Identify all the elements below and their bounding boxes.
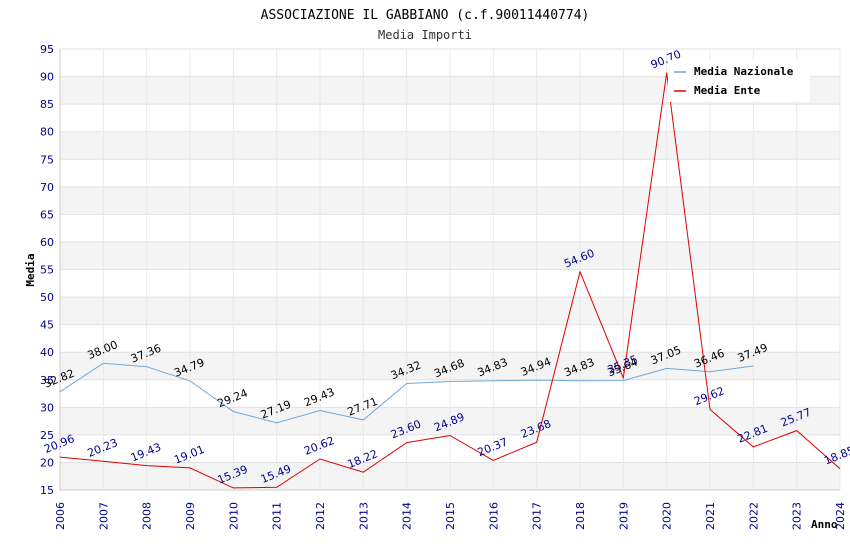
- y-tick-label: 85: [40, 98, 54, 111]
- x-tick-label: 2008: [141, 502, 154, 530]
- legend-label-national: Media Nazionale: [694, 65, 794, 78]
- x-tick-label: 2006: [54, 502, 67, 530]
- y-tick-label: 15: [40, 484, 54, 497]
- y-tick-label: 35: [40, 374, 54, 387]
- y-tick-label: 80: [40, 126, 54, 139]
- y-axis-label: Media: [24, 253, 37, 286]
- y-tick-label: 95: [40, 43, 54, 56]
- y-tick-label: 45: [40, 319, 54, 332]
- x-tick-label: 2017: [531, 502, 544, 530]
- y-tick-label: 75: [40, 153, 54, 166]
- y-tick-label: 30: [40, 401, 54, 414]
- x-axis-ticks: 2006 2007 2008 2009 2010 2011 2012 2013 2014 2015…: [54, 502, 847, 530]
- y-tick-label: 55: [40, 264, 54, 277]
- chart-subtitle: Media Importi: [378, 28, 472, 42]
- x-tick-label: 2022: [747, 502, 760, 530]
- x-tick-label: 2019: [617, 502, 630, 530]
- x-tick-label: 2018: [574, 502, 587, 530]
- x-tick-label: 2020: [661, 502, 674, 530]
- x-tick-label: 2023: [791, 502, 804, 530]
- x-tick-label: 2013: [357, 502, 370, 530]
- x-axis-label: Anno: [811, 518, 838, 531]
- chart-title: ASSOCIAZIONE IL GABBIANO (c.f.9001144077…: [261, 8, 590, 23]
- legend: Media Nazionale Media Ente: [668, 60, 810, 102]
- plot-bands: [59, 48, 841, 491]
- legend-box: [668, 60, 810, 102]
- x-tick-label: 2010: [227, 502, 240, 530]
- x-tick-label: 2024: [834, 502, 847, 530]
- y-tick-label: 90: [40, 71, 54, 84]
- x-tick-label: 2009: [184, 502, 197, 530]
- x-tick-label: 2007: [97, 502, 110, 530]
- x-tick-label: 2012: [314, 502, 327, 530]
- x-tick-label: 2011: [271, 502, 284, 530]
- y-tick-label: 20: [40, 456, 54, 469]
- series-line-0: [59, 362, 754, 424]
- y-tick-label: 65: [40, 208, 54, 221]
- y-tick-label: 25: [40, 429, 54, 442]
- series-line-1: [59, 72, 841, 489]
- y-axis-ticks: 15 20 25 30 35 40 45 50 55 60 65 70 75 80 85 90 95: [40, 43, 54, 497]
- legend-label-ente: Media Ente: [694, 84, 761, 97]
- x-tick-label: 2016: [487, 502, 500, 530]
- x-tick-label: 2021: [704, 502, 717, 530]
- y-tick-label: 60: [40, 236, 54, 249]
- y-tick-label: 40: [40, 346, 54, 359]
- y-tick-label: 70: [40, 181, 54, 194]
- x-tick-label: 2014: [401, 502, 414, 530]
- y-tick-label: 50: [40, 291, 54, 304]
- series-lines: [59, 72, 841, 489]
- x-tick-label: 2015: [444, 502, 457, 530]
